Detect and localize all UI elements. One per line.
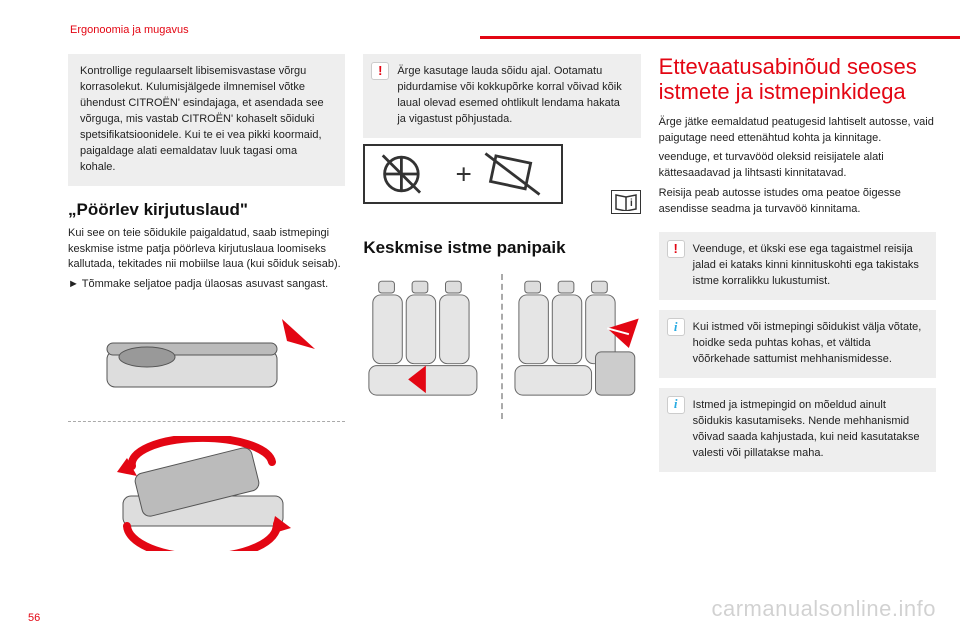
warning-icon: ! — [371, 62, 389, 80]
column-3: Ettevaatusabinõud seoses istmete ja istm… — [659, 54, 936, 604]
info-icon: i — [667, 318, 685, 336]
info-icon: i — [667, 396, 685, 414]
svg-text:i: i — [630, 198, 633, 209]
precautions-p1: Ärge jätke eemaldatud peatugesid lahtise… — [659, 115, 936, 147]
info-box-vehicle-only: i Istmed ja istmepingid on mõeldud ainul… — [659, 388, 936, 472]
heading-rotating-desk: „Pöörlev kirjutuslaud" — [68, 200, 345, 220]
heading-precautions: Ettevaatusabinõud seoses istmete ja istm… — [659, 54, 936, 105]
figure-seat-storage — [363, 274, 640, 419]
precautions-p2: veenduge, et turvavööd oleksid reisijate… — [659, 150, 936, 182]
heading-middle-seat-storage: Keskmise istme panipaik — [363, 238, 640, 258]
warning-box-table-driving: ! Ärge kasutage lauda sõidu ajal. Ootama… — [363, 54, 640, 138]
manual-reference-icon: i — [611, 190, 641, 214]
column-1: Kontrollige regulaarselt libisemisvastas… — [68, 54, 345, 604]
figure-no-drive-table: + i — [363, 144, 640, 214]
precautions-p3: Reisija peab autosse istudes oma peatoe … — [659, 186, 936, 218]
info-box-clean-storage: i Kui istmed või istmepingi sõidukist vä… — [659, 310, 936, 378]
info-vehicle-only-text: Istmed ja istmepingid on mõeldud ainult … — [693, 399, 920, 459]
page-number: 56 — [28, 612, 40, 624]
rotating-desk-p1: Kui see on teie sõidukile paigaldatud, s… — [68, 226, 345, 274]
warning-icon: ! — [667, 240, 685, 258]
warning-table-driving-text: Ärge kasutage lauda sõidu ajal. Ootamatu… — [397, 65, 621, 125]
svg-text:+: + — [456, 158, 472, 189]
breadcrumb: Ergonoomia ja mugavus — [70, 24, 189, 36]
info-clean-storage-text: Kui istmed või istmepingi sõidukist välj… — [693, 321, 922, 365]
figure-desk-rotate — [68, 436, 345, 551]
figure-desk-open — [68, 305, 345, 415]
warning-box-anchor-points: ! Veenduge, et ükski ese ega tagaistmel … — [659, 232, 936, 300]
figure-divider — [68, 421, 345, 422]
watermark: carmanualsonline.info — [711, 596, 936, 622]
header-accent-line — [480, 36, 960, 39]
column-2: ! Ärge kasutage lauda sõidu ajal. Ootama… — [363, 54, 640, 604]
rotating-desk-p2: ► Tõmmake seljatoe padja ülaosas asuvast… — [68, 277, 345, 293]
warning-anchor-text: Veenduge, et ükski ese ega tagaistmel re… — [693, 243, 919, 287]
info-box-net-check: Kontrollige regulaarselt libisemisvastas… — [68, 54, 345, 186]
